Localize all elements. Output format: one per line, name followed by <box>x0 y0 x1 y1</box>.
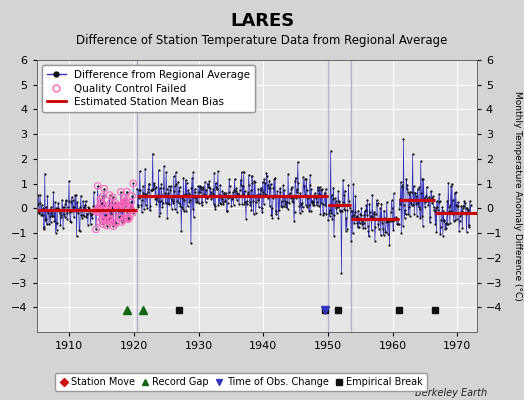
Point <box>123 210 132 216</box>
Point <box>107 199 115 206</box>
Point <box>106 215 114 221</box>
Point <box>107 219 116 226</box>
Point <box>122 203 130 210</box>
Point <box>91 208 100 214</box>
Point <box>120 196 128 202</box>
Point <box>119 217 127 223</box>
Point <box>93 183 102 189</box>
Legend: Station Move, Record Gap, Time of Obs. Change, Empirical Break: Station Move, Record Gap, Time of Obs. C… <box>56 373 427 391</box>
Point <box>114 214 123 220</box>
Text: Berkeley Earth: Berkeley Earth <box>415 388 487 398</box>
Point <box>110 204 118 211</box>
Point <box>113 204 121 211</box>
Point <box>105 216 113 223</box>
Point <box>99 221 107 228</box>
Point <box>128 193 136 199</box>
Point <box>117 189 125 195</box>
Legend: Difference from Regional Average, Quality Control Failed, Estimated Station Mean: Difference from Regional Average, Qualit… <box>42 65 255 112</box>
Point <box>118 201 127 207</box>
Point <box>95 219 104 225</box>
Point <box>112 220 120 227</box>
Point <box>125 208 134 214</box>
Point <box>113 205 122 211</box>
Point <box>122 199 130 206</box>
Point <box>112 202 121 208</box>
Point <box>93 206 101 213</box>
Point <box>115 205 123 211</box>
Point <box>110 205 118 212</box>
Point <box>108 205 116 211</box>
Point <box>126 204 134 210</box>
Point <box>96 196 104 202</box>
Point <box>116 204 124 211</box>
Point <box>126 204 135 211</box>
Point <box>101 213 110 219</box>
Point <box>95 208 103 214</box>
Point <box>127 207 136 214</box>
Text: Difference of Station Temperature Data from Regional Average: Difference of Station Temperature Data f… <box>77 34 447 47</box>
Point <box>102 206 110 212</box>
Point <box>111 219 119 226</box>
Point <box>118 219 126 225</box>
Point <box>92 208 101 214</box>
Point <box>127 199 135 205</box>
Text: LARES: LARES <box>230 12 294 30</box>
Point <box>128 210 137 216</box>
Point <box>106 210 115 217</box>
Point <box>97 199 106 206</box>
Point <box>125 215 133 222</box>
Point <box>123 188 131 195</box>
Point <box>100 201 108 208</box>
Point <box>109 223 117 230</box>
Point <box>103 206 112 213</box>
Point <box>124 216 133 222</box>
Point <box>99 193 107 200</box>
Point <box>92 226 100 232</box>
Point <box>94 209 102 216</box>
Point <box>119 199 128 206</box>
Point <box>104 218 112 224</box>
Point <box>116 214 125 221</box>
Point <box>103 222 111 229</box>
Point <box>94 204 103 210</box>
Point <box>108 194 117 201</box>
Point <box>111 200 119 206</box>
Point <box>129 180 137 187</box>
Point <box>102 212 111 218</box>
Point <box>105 192 114 198</box>
Point <box>124 214 132 221</box>
Point <box>100 186 108 192</box>
Point <box>98 216 106 222</box>
Point <box>96 200 105 206</box>
Point <box>114 204 122 210</box>
Point <box>121 215 129 222</box>
Point <box>104 202 113 209</box>
Point <box>117 202 126 209</box>
Point <box>101 217 109 223</box>
Y-axis label: Monthly Temperature Anomaly Difference (°C): Monthly Temperature Anomaly Difference (… <box>514 91 522 301</box>
Point <box>121 198 129 204</box>
